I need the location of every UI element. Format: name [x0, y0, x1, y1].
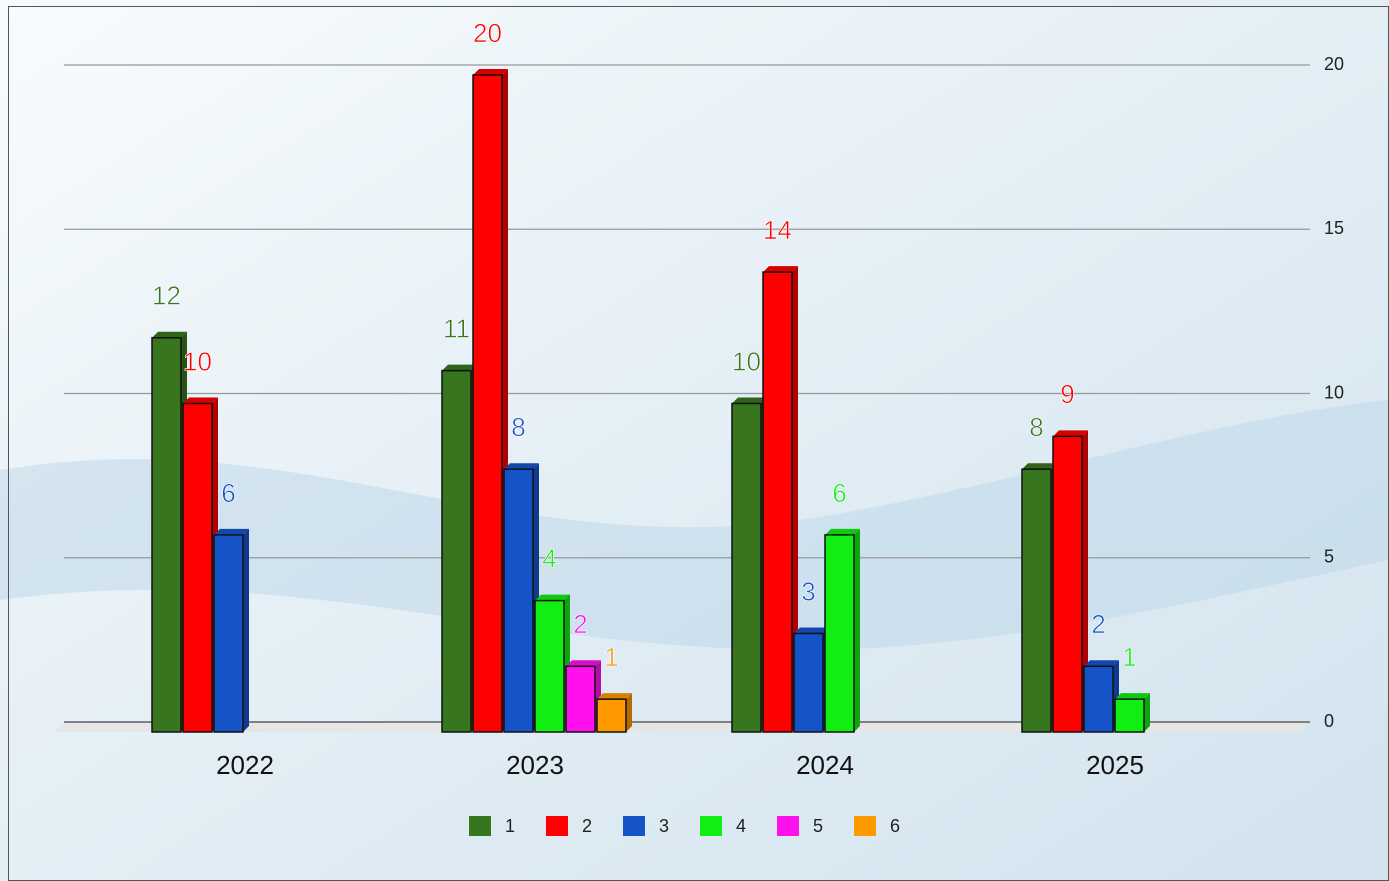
bar-top	[1115, 693, 1150, 700]
y-tick-label: 10	[1324, 382, 1344, 402]
floor	[54, 722, 1310, 732]
legend-swatch	[546, 816, 568, 836]
x-tick-label: 2022	[216, 750, 274, 780]
bar-side	[626, 693, 632, 732]
bar	[151, 337, 182, 733]
data-label: 8	[511, 412, 525, 442]
bar-top	[504, 463, 539, 470]
data-label: 10	[732, 346, 761, 376]
bar	[1083, 665, 1114, 733]
x-tick-label: 2024	[796, 750, 854, 780]
bar-top	[825, 528, 860, 535]
bar-side	[1082, 430, 1088, 732]
legend-swatch	[700, 816, 722, 836]
legend-label: 1	[505, 816, 515, 836]
bar-side	[243, 528, 249, 732]
bar	[762, 271, 793, 733]
legend-swatch	[777, 816, 799, 836]
data-label: 8	[1029, 412, 1043, 442]
bar	[596, 698, 627, 733]
bar-top	[1022, 463, 1057, 470]
bar	[441, 369, 472, 733]
legend-label: 6	[890, 816, 900, 836]
data-label: 1	[1122, 642, 1136, 672]
bar-side	[792, 266, 798, 732]
bar-top	[732, 397, 767, 404]
bar-top	[597, 693, 632, 700]
bar	[1021, 468, 1052, 733]
data-label: 3	[801, 576, 815, 606]
y-tick-label: 15	[1324, 218, 1344, 238]
bar	[503, 468, 534, 733]
legend-swatch	[854, 816, 876, 836]
legend-label: 5	[813, 816, 823, 836]
bar	[824, 534, 855, 733]
data-label: 2	[573, 609, 587, 639]
legend-label: 4	[736, 816, 746, 836]
bar	[731, 402, 762, 733]
bar-top	[535, 594, 570, 601]
bar-top	[1084, 660, 1119, 667]
bar	[213, 534, 244, 733]
x-tick-label: 2023	[506, 750, 564, 780]
bar	[793, 632, 824, 733]
bar-side	[1144, 693, 1150, 732]
bar-top	[214, 528, 249, 535]
y-tick-label: 0	[1324, 711, 1334, 731]
bar	[182, 402, 213, 733]
bar-top	[566, 660, 601, 667]
bar-top	[794, 627, 829, 634]
bar-side	[854, 528, 860, 732]
data-label: 6	[832, 478, 846, 508]
data-label: 1	[604, 642, 618, 672]
bar-top	[442, 364, 477, 371]
data-label: 2	[1091, 609, 1105, 639]
bar	[1114, 698, 1145, 733]
data-label: 9	[1060, 379, 1074, 409]
bar-top	[1053, 430, 1088, 437]
y-tick-label: 5	[1324, 547, 1334, 567]
data-label: 10	[183, 346, 212, 376]
data-label: 11	[443, 314, 470, 344]
y-tick-label: 20	[1324, 54, 1344, 74]
legend-label: 2	[582, 816, 592, 836]
bar-top	[152, 331, 187, 338]
bar	[1052, 435, 1083, 733]
data-label: 4	[542, 543, 556, 573]
legend-swatch	[623, 816, 645, 836]
bar-top	[473, 69, 508, 75]
data-label: 12	[152, 281, 181, 311]
bar	[565, 665, 596, 733]
bar-top	[763, 266, 798, 273]
bar	[534, 599, 565, 733]
data-label: 20	[473, 18, 502, 48]
legend-swatch	[469, 816, 491, 836]
legend-label: 3	[659, 816, 669, 836]
data-label: 6	[221, 478, 235, 508]
data-label: 14	[763, 215, 792, 245]
x-tick-label: 2025	[1086, 750, 1144, 780]
bar-top	[183, 397, 218, 404]
bar	[472, 74, 503, 733]
